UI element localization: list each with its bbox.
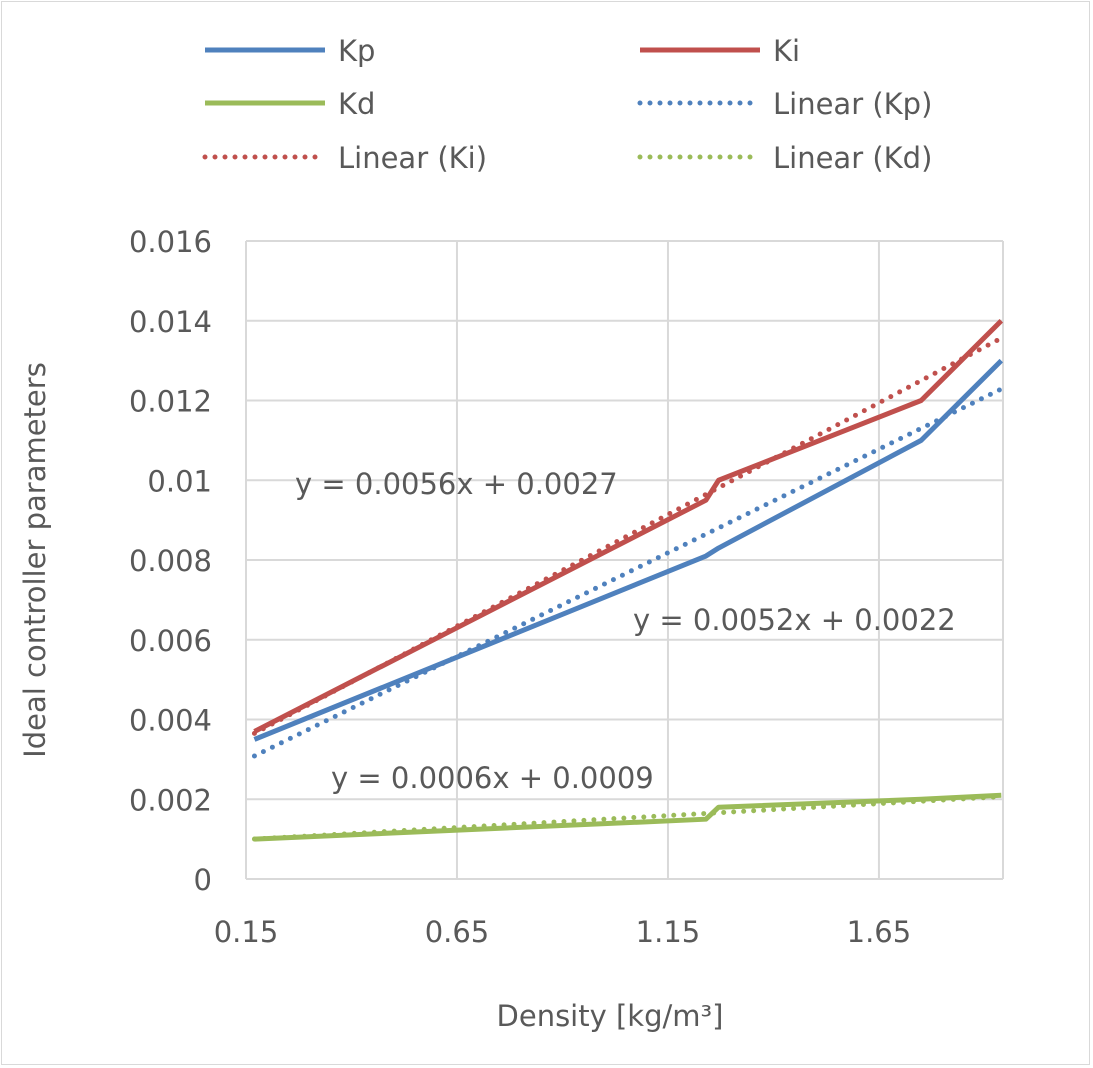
x-tick-label: 0.15 (214, 915, 279, 949)
legend-label: Ki (773, 34, 800, 68)
legend-label: Linear (Kd) (773, 141, 932, 175)
trendline-equation: y = 0.0056x + 0.0027 (295, 467, 618, 501)
grid (245, 240, 1004, 880)
legend-label: Kp (338, 34, 375, 68)
series-line-kd (254, 792, 1002, 842)
y-tick-label: 0.006 (129, 624, 212, 658)
y-tick-label: 0 (194, 863, 212, 897)
labels: 0 0.002 0.004 0.006 0.008 0.01 0.012 0.014 0.016… (129, 225, 956, 949)
x-axis-title: Density [kg/m³] (497, 999, 724, 1033)
x-tick-label: 1.15 (636, 915, 701, 949)
legend-label: Kd (338, 87, 375, 121)
y-tick-label: 0.016 (129, 225, 212, 259)
y-tick-label: 0.012 (129, 385, 212, 419)
x-tick-label: 1.65 (847, 915, 912, 949)
y-axis-title: Ideal controller parameters (18, 362, 52, 758)
y-tick-label: 0.014 (129, 305, 212, 339)
marks (251, 318, 1004, 842)
legend-label: Linear (Kp) (773, 87, 932, 121)
y-tick-label: 0.01 (147, 464, 212, 498)
legend: Kp Ki Kd Linear (Kp) Linear (Ki) Linear (Kd) (202, 34, 932, 175)
trendline-equation: y = 0.0052x + 0.0022 (633, 603, 956, 637)
trendline-equation: y = 0.0006x + 0.0009 (331, 761, 654, 795)
y-tick-label: 0.002 (129, 783, 212, 817)
y-tick-label: 0.008 (129, 544, 212, 578)
trendline-linear-kp- (251, 386, 1004, 759)
y-tick-label: 0.004 (129, 704, 212, 738)
legend-label: Linear (Ki) (338, 141, 487, 175)
x-tick-label: 0.65 (425, 915, 490, 949)
series-line-ki (253, 318, 1004, 734)
series-line-kp (253, 358, 1004, 742)
